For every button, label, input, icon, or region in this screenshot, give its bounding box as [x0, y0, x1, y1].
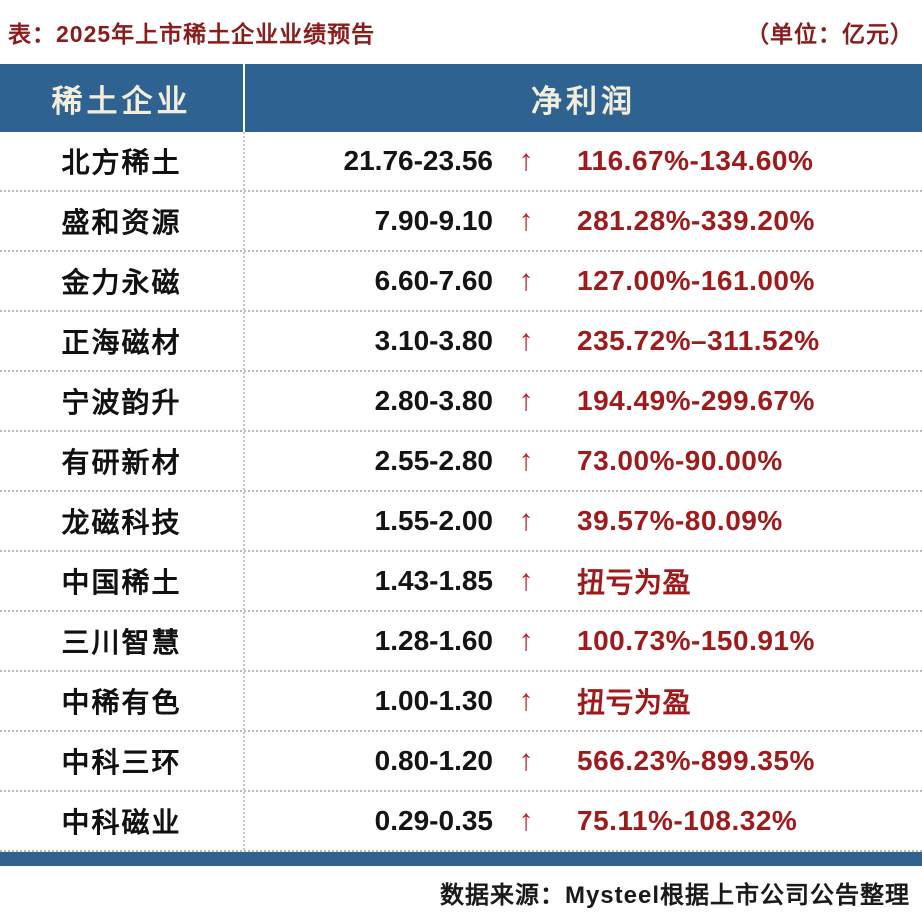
growth-percentage: 39.57%-80.09% [577, 505, 783, 536]
growth-percentage: 566.23%-899.35% [577, 745, 815, 776]
growth-percentage: 194.49%-299.67% [577, 385, 815, 416]
profit-range: 0.80-1.20 [374, 745, 493, 776]
column-header-company: 稀土企业 [0, 64, 245, 132]
growth-percentage: 扭亏为盈 [577, 687, 692, 718]
growth-percentage: 127.00%-161.00% [577, 265, 815, 296]
profit-range: 21.76-23.56 [343, 145, 493, 176]
up-arrow-icon: ↑ [518, 804, 534, 837]
bottom-divider-bar [0, 852, 922, 866]
table-row: 中国稀土 1.43-1.85 ↑ 扭亏为盈 [0, 552, 922, 612]
profit-range: 1.00-1.30 [374, 685, 493, 716]
company-name: 中科三环 [0, 732, 245, 790]
up-arrow-icon: ↑ [518, 204, 534, 237]
up-arrow-icon: ↑ [518, 564, 534, 597]
profit-range: 1.43-1.85 [374, 565, 493, 596]
profit-range: 2.55-2.80 [374, 445, 493, 476]
up-arrow-icon: ↑ [518, 264, 534, 297]
growth-percentage: 116.67%-134.60% [577, 145, 814, 176]
growth-percentage: 281.28%-339.20% [577, 205, 815, 236]
up-arrow-icon: ↑ [518, 684, 534, 717]
up-arrow-icon: ↑ [518, 744, 534, 777]
profit-range: 1.55-2.00 [374, 505, 493, 536]
table-row: 有研新材 2.55-2.80 ↑ 73.00%-90.00% [0, 432, 922, 492]
profit-range: 2.80-3.80 [374, 385, 493, 416]
table-row: 中科三环 0.80-1.20 ↑ 566.23%-899.35% [0, 732, 922, 792]
growth-percentage: 75.11%-108.32% [577, 805, 798, 836]
table-row: 宁波韵升 2.80-3.80 ↑ 194.49%-299.67% [0, 372, 922, 432]
growth-percentage: 73.00%-90.00% [577, 445, 783, 476]
company-name: 中国稀土 [0, 552, 245, 610]
company-name: 三川智慧 [0, 612, 245, 670]
table-body: 北方稀土 21.76-23.56 ↑ 116.67%-134.60% 盛和资源 … [0, 132, 922, 852]
up-arrow-icon: ↑ [518, 144, 534, 177]
up-arrow-icon: ↑ [518, 324, 534, 357]
profit-range: 3.10-3.80 [374, 325, 493, 356]
page-title: 表：2025年上市稀土企业业绩预告 [8, 21, 376, 47]
table-row: 金力永磁 6.60-7.60 ↑ 127.00%-161.00% [0, 252, 922, 312]
table-header: 稀土企业 净利润 [0, 64, 922, 132]
up-arrow-icon: ↑ [518, 384, 534, 417]
table-row: 三川智慧 1.28-1.60 ↑ 100.73%-150.91% [0, 612, 922, 672]
data-source-text: 数据来源：Mysteel根据上市公司公告整理 [439, 881, 910, 909]
performance-table: 稀土企业 净利润 北方稀土 21.76-23.56 ↑ 116.67%-134.… [0, 64, 922, 852]
title-bar: 表：2025年上市稀土企业业绩预告 （单位：亿元） [0, 0, 922, 64]
profit-range: 0.29-0.35 [374, 805, 493, 836]
growth-percentage: 扭亏为盈 [577, 567, 692, 598]
profit-range: 7.90-9.10 [374, 205, 493, 236]
table-row: 中科磁业 0.29-0.35 ↑ 75.11%-108.32% [0, 792, 922, 852]
table-row: 正海磁材 3.10-3.80 ↑ 235.72%–311.52% [0, 312, 922, 372]
profit-range: 6.60-7.60 [374, 265, 493, 296]
company-name: 中科磁业 [0, 792, 245, 850]
company-name: 中稀有色 [0, 672, 245, 730]
company-name: 宁波韵升 [0, 372, 245, 430]
table-row: 中稀有色 1.00-1.30 ↑ 扭亏为盈 [0, 672, 922, 732]
company-name: 有研新材 [0, 432, 245, 490]
profit-range: 1.28-1.60 [374, 625, 493, 656]
unit-label: （单位：亿元） [746, 21, 914, 47]
table-row: 盛和资源 7.90-9.10 ↑ 281.28%-339.20% [0, 192, 922, 252]
company-name: 金力永磁 [0, 252, 245, 310]
table-row: 北方稀土 21.76-23.56 ↑ 116.67%-134.60% [0, 132, 922, 192]
table-row: 龙磁科技 1.55-2.00 ↑ 39.57%-80.09% [0, 492, 922, 552]
up-arrow-icon: ↑ [518, 624, 534, 657]
data-source-footer: 数据来源：Mysteel根据上市公司公告整理 [0, 866, 922, 918]
company-name: 龙磁科技 [0, 492, 245, 550]
up-arrow-icon: ↑ [518, 444, 534, 477]
company-name: 北方稀土 [0, 132, 245, 190]
growth-percentage: 100.73%-150.91% [577, 625, 815, 656]
company-name: 正海磁材 [0, 312, 245, 370]
column-header-net-profit: 净利润 [531, 83, 636, 120]
company-name: 盛和资源 [0, 192, 245, 250]
up-arrow-icon: ↑ [518, 504, 534, 537]
growth-percentage: 235.72%–311.52% [577, 325, 820, 356]
